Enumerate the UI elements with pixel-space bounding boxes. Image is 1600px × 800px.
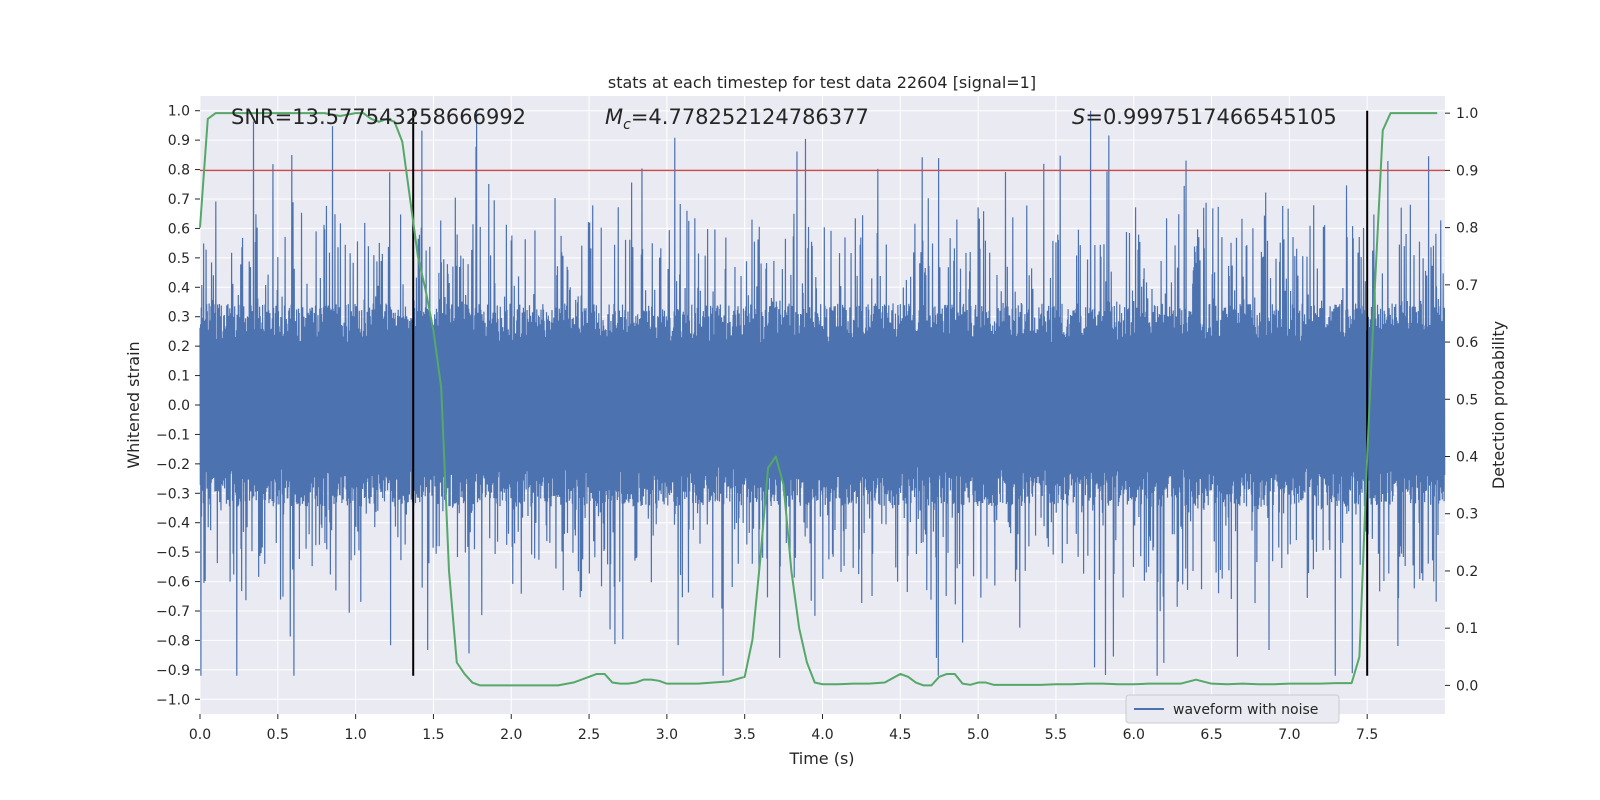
x-tick-label: 6.5 [1200,727,1222,743]
y-tick-label: −0.7 [156,604,190,620]
s-annotation: S=0.9997517466545105 [1072,105,1337,129]
s-value: =0.9997517466545105 [1085,105,1336,129]
y2-tick-label: 0.9 [1456,163,1478,179]
y2-tick-label: 0.6 [1456,335,1478,351]
y2-tick-label: 0.2 [1456,564,1478,580]
s-symbol: S [1072,105,1085,129]
y-tick-label: −0.8 [156,633,190,649]
y2-axis-label: Detection probability [1489,321,1508,489]
axis-ticks: 0.0 0.5 1.0 1.5 2.0 2.5 3.0 3.5 4.0 4.5 5.0 5.5 6.0 6… [156,104,1478,743]
snr-annotation: SNR=13.577543258666992 [231,105,526,129]
x-tick-label: 1.5 [422,727,444,743]
x-tick-label: 7.5 [1356,727,1378,743]
x-tick-label: 4.0 [811,727,833,743]
x-tick-label: 5.5 [1045,727,1067,743]
waveform-with-noise-series [199,110,1446,676]
y-tick-label: 0.1 [168,369,190,385]
chart-title: stats at each timestep for test data 226… [608,73,1036,92]
y-tick-label: 0.3 [168,310,190,326]
chirp-mass-subscript: c [623,117,631,133]
y-tick-label: −0.9 [156,663,190,679]
y-tick-label: 0.4 [168,280,190,296]
legend-box [1125,694,1340,724]
x-tick-label: 0.5 [267,727,289,743]
y-tick-label: 0.2 [168,339,190,355]
y2-tick-label: 1.0 [1456,106,1478,122]
y-tick-label: −0.1 [156,427,190,443]
y-tick-label: 1.0 [168,104,190,120]
y2-tick-label: 0.0 [1456,678,1478,694]
legend-label: waveform with noise [1173,702,1318,718]
detection-probability-line [199,112,1438,687]
chirp-mass-annotation: Mc=4.778252124786377 [605,105,869,133]
x-tick-label: 3.5 [734,727,756,743]
y-axis-label: Whitened strain [124,341,143,468]
y-tick-label: −0.4 [156,516,190,532]
detection-probability-series [199,112,1438,687]
y-tick-label: −0.5 [156,545,190,561]
x-tick-label: 6.0 [1123,727,1145,743]
y-tick-label: −0.2 [156,457,190,473]
x-tick-label: 0.0 [189,727,211,743]
y-tick-label: 0.5 [168,251,190,267]
x-axis-label: Time (s) [788,749,854,768]
chirp-mass-symbol: M [605,105,623,129]
y-tick-label: −0.6 [156,575,190,591]
y2-tick-label: 0.3 [1456,507,1478,523]
x-tick-label: 1.0 [344,727,366,743]
x-tick-label: 2.5 [578,727,600,743]
y-tick-label: −1.0 [156,692,190,708]
x-tick-label: 5.0 [967,727,989,743]
y2-tick-label: 0.8 [1456,221,1478,237]
y-tick-label: 0.9 [168,133,190,149]
y-tick-label: 0.6 [168,221,190,237]
y2-tick-label: 0.1 [1456,621,1478,637]
x-tick-label: 3.0 [656,727,678,743]
overlay-lines [200,110,1445,676]
x-tick-label: 7.0 [1278,727,1300,743]
legend: waveform with noise [1125,694,1340,724]
x-tick-label: 4.5 [889,727,911,743]
chirp-mass-value: =4.778252124786377 [631,105,869,129]
y-tick-label: −0.3 [156,486,190,502]
waveform-line [199,110,1446,676]
y-tick-label: 0.8 [168,163,190,179]
y-tick-label: 0.7 [168,192,190,208]
y-tick-label: 0.0 [168,398,190,414]
y2-tick-label: 0.4 [1456,450,1478,466]
x-tick-label: 2.0 [500,727,522,743]
y2-tick-label: 0.5 [1456,392,1478,408]
y2-tick-label: 0.7 [1456,278,1478,294]
